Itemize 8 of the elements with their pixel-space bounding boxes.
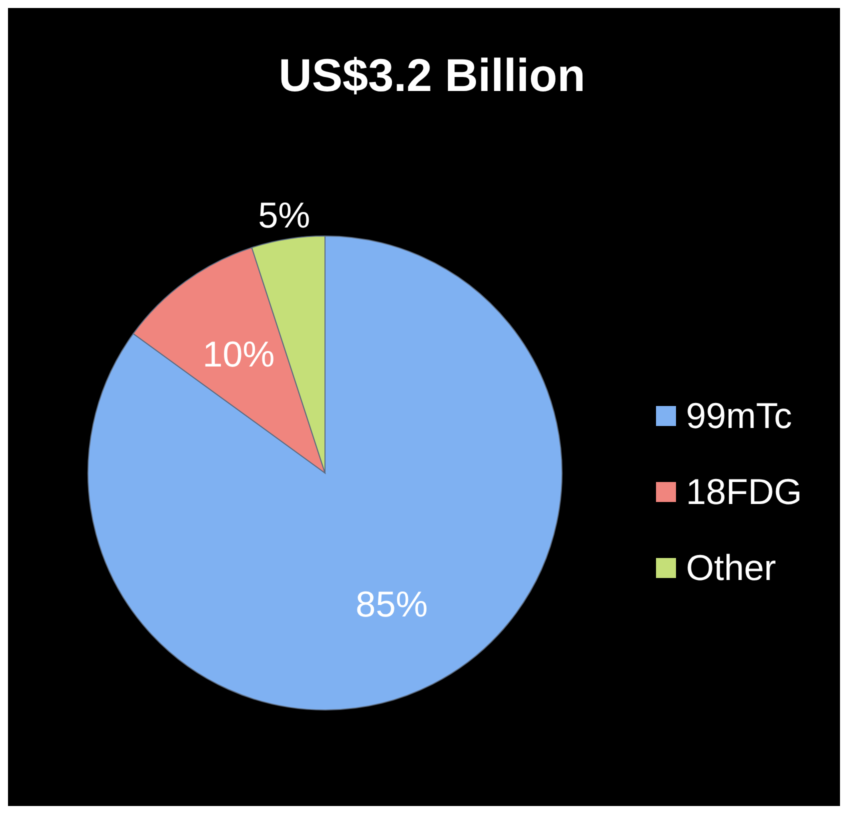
legend-label: Other [686, 547, 776, 589]
data-label: 10% [202, 334, 275, 375]
data-label: 5% [258, 194, 310, 236]
legend-label: 18FDG [686, 471, 802, 513]
data-label: 85% [356, 583, 428, 624]
pie-slice [88, 236, 562, 710]
chart-title: US$3.2 Billion [278, 48, 586, 102]
legend-label: 99mTc [686, 395, 792, 437]
